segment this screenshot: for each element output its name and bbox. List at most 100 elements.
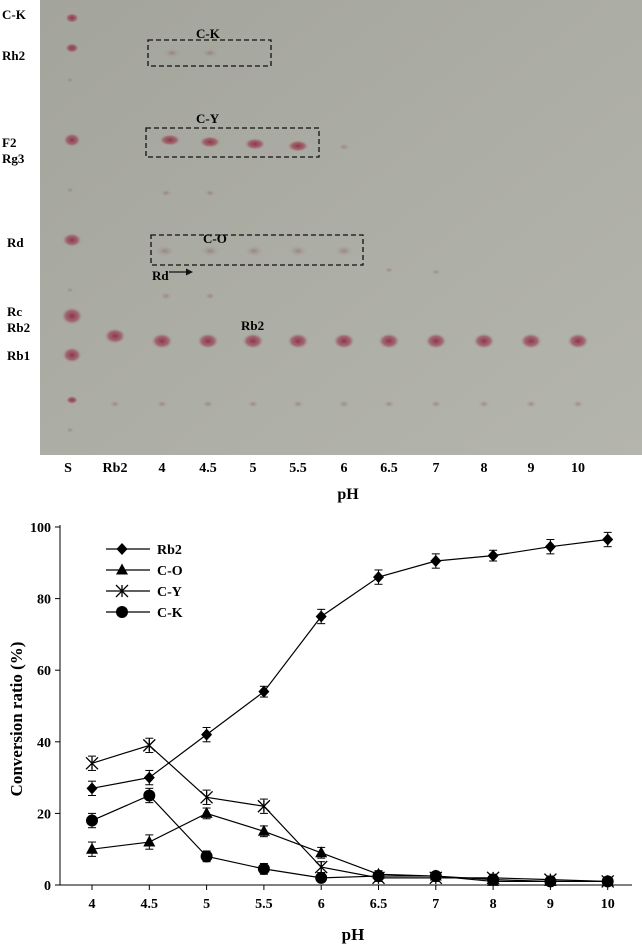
lane-label: 6 [341, 461, 348, 476]
tlc-spot [202, 400, 214, 408]
tlc-spot [333, 333, 355, 349]
data-point-c-k [601, 875, 614, 888]
tlc-spot [66, 287, 74, 293]
x-tick-label: 5.5 [255, 897, 273, 912]
series-c-k [86, 787, 614, 888]
tlc-lane-labels: S Rb2 4 4.5 5 5.5 6 6.5 7 8 9 10 [64, 461, 585, 476]
x-tick-label: 9 [547, 897, 554, 912]
x-tick-label: 4.5 [141, 897, 159, 912]
tlc-spot [65, 13, 79, 23]
tlc-spot [109, 400, 121, 408]
data-point-rb2 [86, 782, 98, 795]
data-point-rb2 [315, 610, 327, 623]
legend-item-c-y: C-Y [106, 584, 182, 600]
legend-item-c-k: C-K [106, 606, 183, 621]
tlc-spot [163, 48, 181, 58]
x-tick-label: 8 [490, 897, 497, 912]
tlc-spot [159, 134, 181, 146]
legend-label: C-Y [157, 585, 182, 600]
tlc-spot [66, 187, 74, 193]
x-tick-label: 10 [601, 897, 615, 912]
box-c-o [150, 234, 364, 266]
tlc-spot [430, 400, 442, 408]
chart-axes [59, 525, 632, 886]
tlc-plate-figure: C-K C-Y C-O Rb2 Rd C-K Rh2 F2 Rg3 Rd Rc … [2, 0, 642, 503]
tlc-left-labels: C-K Rh2 F2 Rg3 Rd Rc Rb2 Rb1 [2, 7, 30, 363]
tlc-spot [155, 245, 175, 257]
tlc-spot [201, 48, 219, 58]
left-label-rc: Rc [7, 304, 22, 319]
tlc-spot [66, 77, 74, 83]
tlc-xlabel: pH [337, 486, 359, 503]
series-layer [85, 531, 615, 888]
legend-marker-c-k [116, 606, 128, 618]
left-label-rg3: Rg3 [2, 151, 25, 166]
tlc-spot [63, 133, 81, 147]
y-tick-label: 40 [37, 736, 51, 751]
data-point-c-o [86, 842, 98, 854]
tlc-spot [160, 189, 172, 197]
tlc-spot [525, 400, 537, 408]
tlc-spot [199, 136, 221, 148]
series-line-c-o [91, 812, 608, 883]
data-point-rb2 [544, 540, 556, 553]
lane-label: 10 [571, 461, 585, 476]
y-tick-label: 100 [30, 521, 51, 536]
tlc-spot [338, 143, 350, 151]
series-rb2 [86, 531, 614, 796]
data-point-rb2 [430, 555, 442, 568]
box-c-y [145, 127, 320, 158]
legend-label: C-O [157, 564, 183, 579]
box-label-c-y: C-Y [196, 111, 220, 126]
rb2-band-label: Rb2 [241, 318, 264, 333]
lane-label: S [64, 461, 72, 476]
tlc-spot [244, 138, 266, 150]
tlc-boxes: C-K C-Y C-O Rb2 Rd [145, 26, 364, 333]
legend-item-c-o: C-O [106, 563, 183, 579]
tlc-spot [287, 333, 309, 349]
tlc-spot [567, 333, 589, 349]
data-point-c-y [142, 738, 156, 752]
tlc-spot [334, 245, 354, 257]
tlc-spot [66, 396, 78, 404]
series-line-c-y [91, 744, 608, 883]
left-label-f2: F2 [2, 135, 16, 150]
lane-label: 8 [481, 461, 488, 476]
y-tick-label: 80 [37, 593, 51, 608]
lane-label: 4.5 [199, 461, 217, 476]
legend-marker-c-o [116, 563, 128, 575]
tlc-spot [338, 400, 350, 408]
tlc-spot [200, 245, 220, 257]
tlc-spot [247, 400, 259, 408]
lane-label: 7 [433, 461, 440, 476]
y-tick-label: 60 [37, 664, 51, 679]
x-ticks: 4 4.5 5 5.5 6 6.5 7 8 9 10 [89, 885, 615, 912]
tlc-spot [61, 307, 83, 325]
tlc-spot [151, 333, 173, 349]
data-point-rb2 [201, 728, 213, 741]
tlc-spot [292, 400, 304, 408]
tlc-spot [473, 333, 495, 349]
tlc-spot [520, 333, 542, 349]
data-point-c-o [200, 806, 213, 818]
tlc-plate [40, 0, 642, 455]
lane-label: 5 [250, 461, 257, 476]
conversion-ratio-chart: 0 20 40 60 80 100 4 4.5 5 5.5 6 6.5 7 8 9 10 Conversio… [7, 521, 632, 944]
tlc-spots [61, 13, 589, 433]
data-point-rb2 [487, 549, 499, 562]
x-tick-label: 6 [318, 897, 325, 912]
data-point-c-k [86, 814, 98, 827]
box-c-k [147, 39, 272, 67]
tlc-spot [572, 400, 584, 408]
data-point-c-k [143, 789, 156, 802]
y-ticks: 0 20 40 60 80 100 [30, 521, 60, 894]
y-tick-label: 20 [37, 807, 51, 822]
series-line-c-k [91, 794, 608, 883]
legend-marker-rb2 [116, 543, 128, 555]
data-point-c-y [314, 860, 328, 874]
left-label-rb2: Rb2 [7, 320, 30, 335]
data-point-c-y [200, 790, 214, 804]
data-point-c-o [257, 824, 270, 836]
x-tick-label: 4 [89, 897, 96, 912]
tlc-spot [478, 400, 490, 408]
